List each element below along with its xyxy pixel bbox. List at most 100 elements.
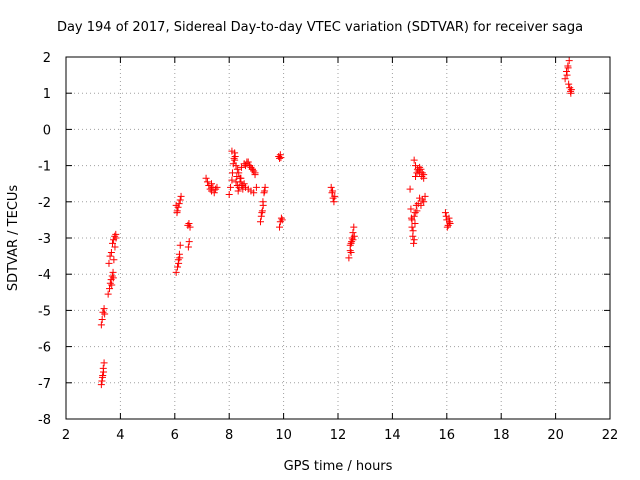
y-tick-label: -4: [38, 268, 51, 283]
data-point: [565, 57, 573, 65]
data-point: [100, 359, 108, 367]
data-point: [418, 196, 426, 204]
data-point: [247, 163, 255, 171]
data-point: [258, 207, 266, 215]
data-point: [408, 216, 416, 224]
data-point: [173, 207, 181, 215]
y-tick-labels: -8 -7 -6 -5 -4 -3 -2 -1 0 1 2: [38, 51, 51, 428]
data-point: [184, 243, 192, 251]
data-point: [176, 254, 184, 262]
data-point: [99, 308, 107, 316]
data-point: [278, 216, 286, 224]
data-point: [235, 169, 243, 177]
data-point: [250, 167, 258, 175]
data-point: [407, 205, 415, 213]
y-tick-label: 0: [43, 123, 51, 138]
data-point: [175, 200, 183, 208]
data-point: [236, 174, 244, 182]
data-point: [111, 232, 119, 240]
data-point: [202, 174, 210, 182]
data-point: [174, 263, 182, 271]
data-point: [562, 67, 570, 75]
x-tick-label: 8: [225, 428, 233, 443]
x-axis-label: GPS time / hours: [284, 459, 393, 474]
data-point: [231, 153, 239, 161]
data-point: [208, 180, 216, 188]
data-point: [565, 80, 573, 88]
data-point: [111, 243, 119, 251]
data-point: [105, 259, 113, 267]
data-point: [261, 183, 269, 191]
data-point: [567, 86, 575, 94]
data-point: [329, 194, 337, 202]
data-point: [416, 169, 424, 177]
data-point: [176, 241, 184, 249]
data-point: [411, 209, 419, 217]
y-tick-label: -6: [38, 341, 51, 356]
data-point: [413, 207, 421, 215]
y-tick-label: -5: [38, 304, 51, 319]
data-point: [240, 180, 248, 188]
y-tick-label: -3: [38, 232, 51, 247]
data-point: [106, 252, 114, 260]
data-point: [104, 290, 112, 298]
data-point: [107, 248, 115, 256]
data-point: [98, 373, 106, 381]
data-point: [210, 189, 218, 197]
data-point: [442, 212, 450, 220]
x-tick-label: 12: [330, 428, 347, 443]
data-point: [185, 238, 193, 246]
axis-ticks: [65, 56, 611, 420]
data-points: [97, 57, 575, 389]
data-point: [410, 156, 418, 164]
data-point: [244, 158, 252, 166]
data-point: [443, 223, 451, 231]
data-point: [347, 248, 355, 256]
data-point: [260, 189, 268, 197]
y-tick-label: -1: [38, 160, 51, 175]
data-point: [257, 212, 265, 220]
data-point: [331, 192, 339, 200]
grid-lines: [66, 57, 610, 419]
data-point: [413, 165, 421, 173]
data-point: [231, 156, 239, 164]
data-point: [345, 254, 353, 262]
data-point: [108, 281, 116, 289]
data-point: [246, 162, 254, 170]
x-tick-label: 16: [439, 428, 456, 443]
data-point: [348, 238, 356, 246]
data-point: [412, 162, 420, 170]
data-point: [250, 189, 258, 197]
y-axis-label: SDTVAR / TECUs: [6, 185, 21, 292]
data-point: [172, 268, 180, 276]
data-point: [420, 174, 428, 182]
data-point: [110, 236, 118, 244]
x-tick-label: 4: [116, 428, 124, 443]
data-point: [276, 154, 284, 162]
data-point: [233, 165, 241, 173]
data-point: [421, 192, 429, 200]
data-point: [349, 236, 357, 244]
data-point: [174, 203, 182, 211]
data-point: [251, 171, 259, 179]
data-point: [408, 223, 416, 231]
data-point: [327, 183, 335, 191]
data-point: [276, 151, 284, 159]
data-point: [276, 223, 284, 231]
chart-title: Day 194 of 2017, Sidereal Day-to-day VTE…: [57, 20, 583, 35]
data-point: [108, 272, 116, 280]
y-tick-label: 2: [43, 51, 51, 66]
data-point: [101, 310, 109, 318]
data-point: [567, 89, 575, 97]
data-point: [350, 223, 358, 231]
y-tick-label: -2: [38, 196, 51, 211]
data-point: [277, 214, 285, 222]
data-point: [175, 259, 183, 267]
data-point: [346, 241, 354, 249]
data-point: [112, 230, 120, 238]
data-point: [441, 209, 449, 217]
data-point: [330, 198, 338, 206]
y-tick-label: -7: [38, 377, 51, 392]
data-point: [176, 196, 184, 204]
